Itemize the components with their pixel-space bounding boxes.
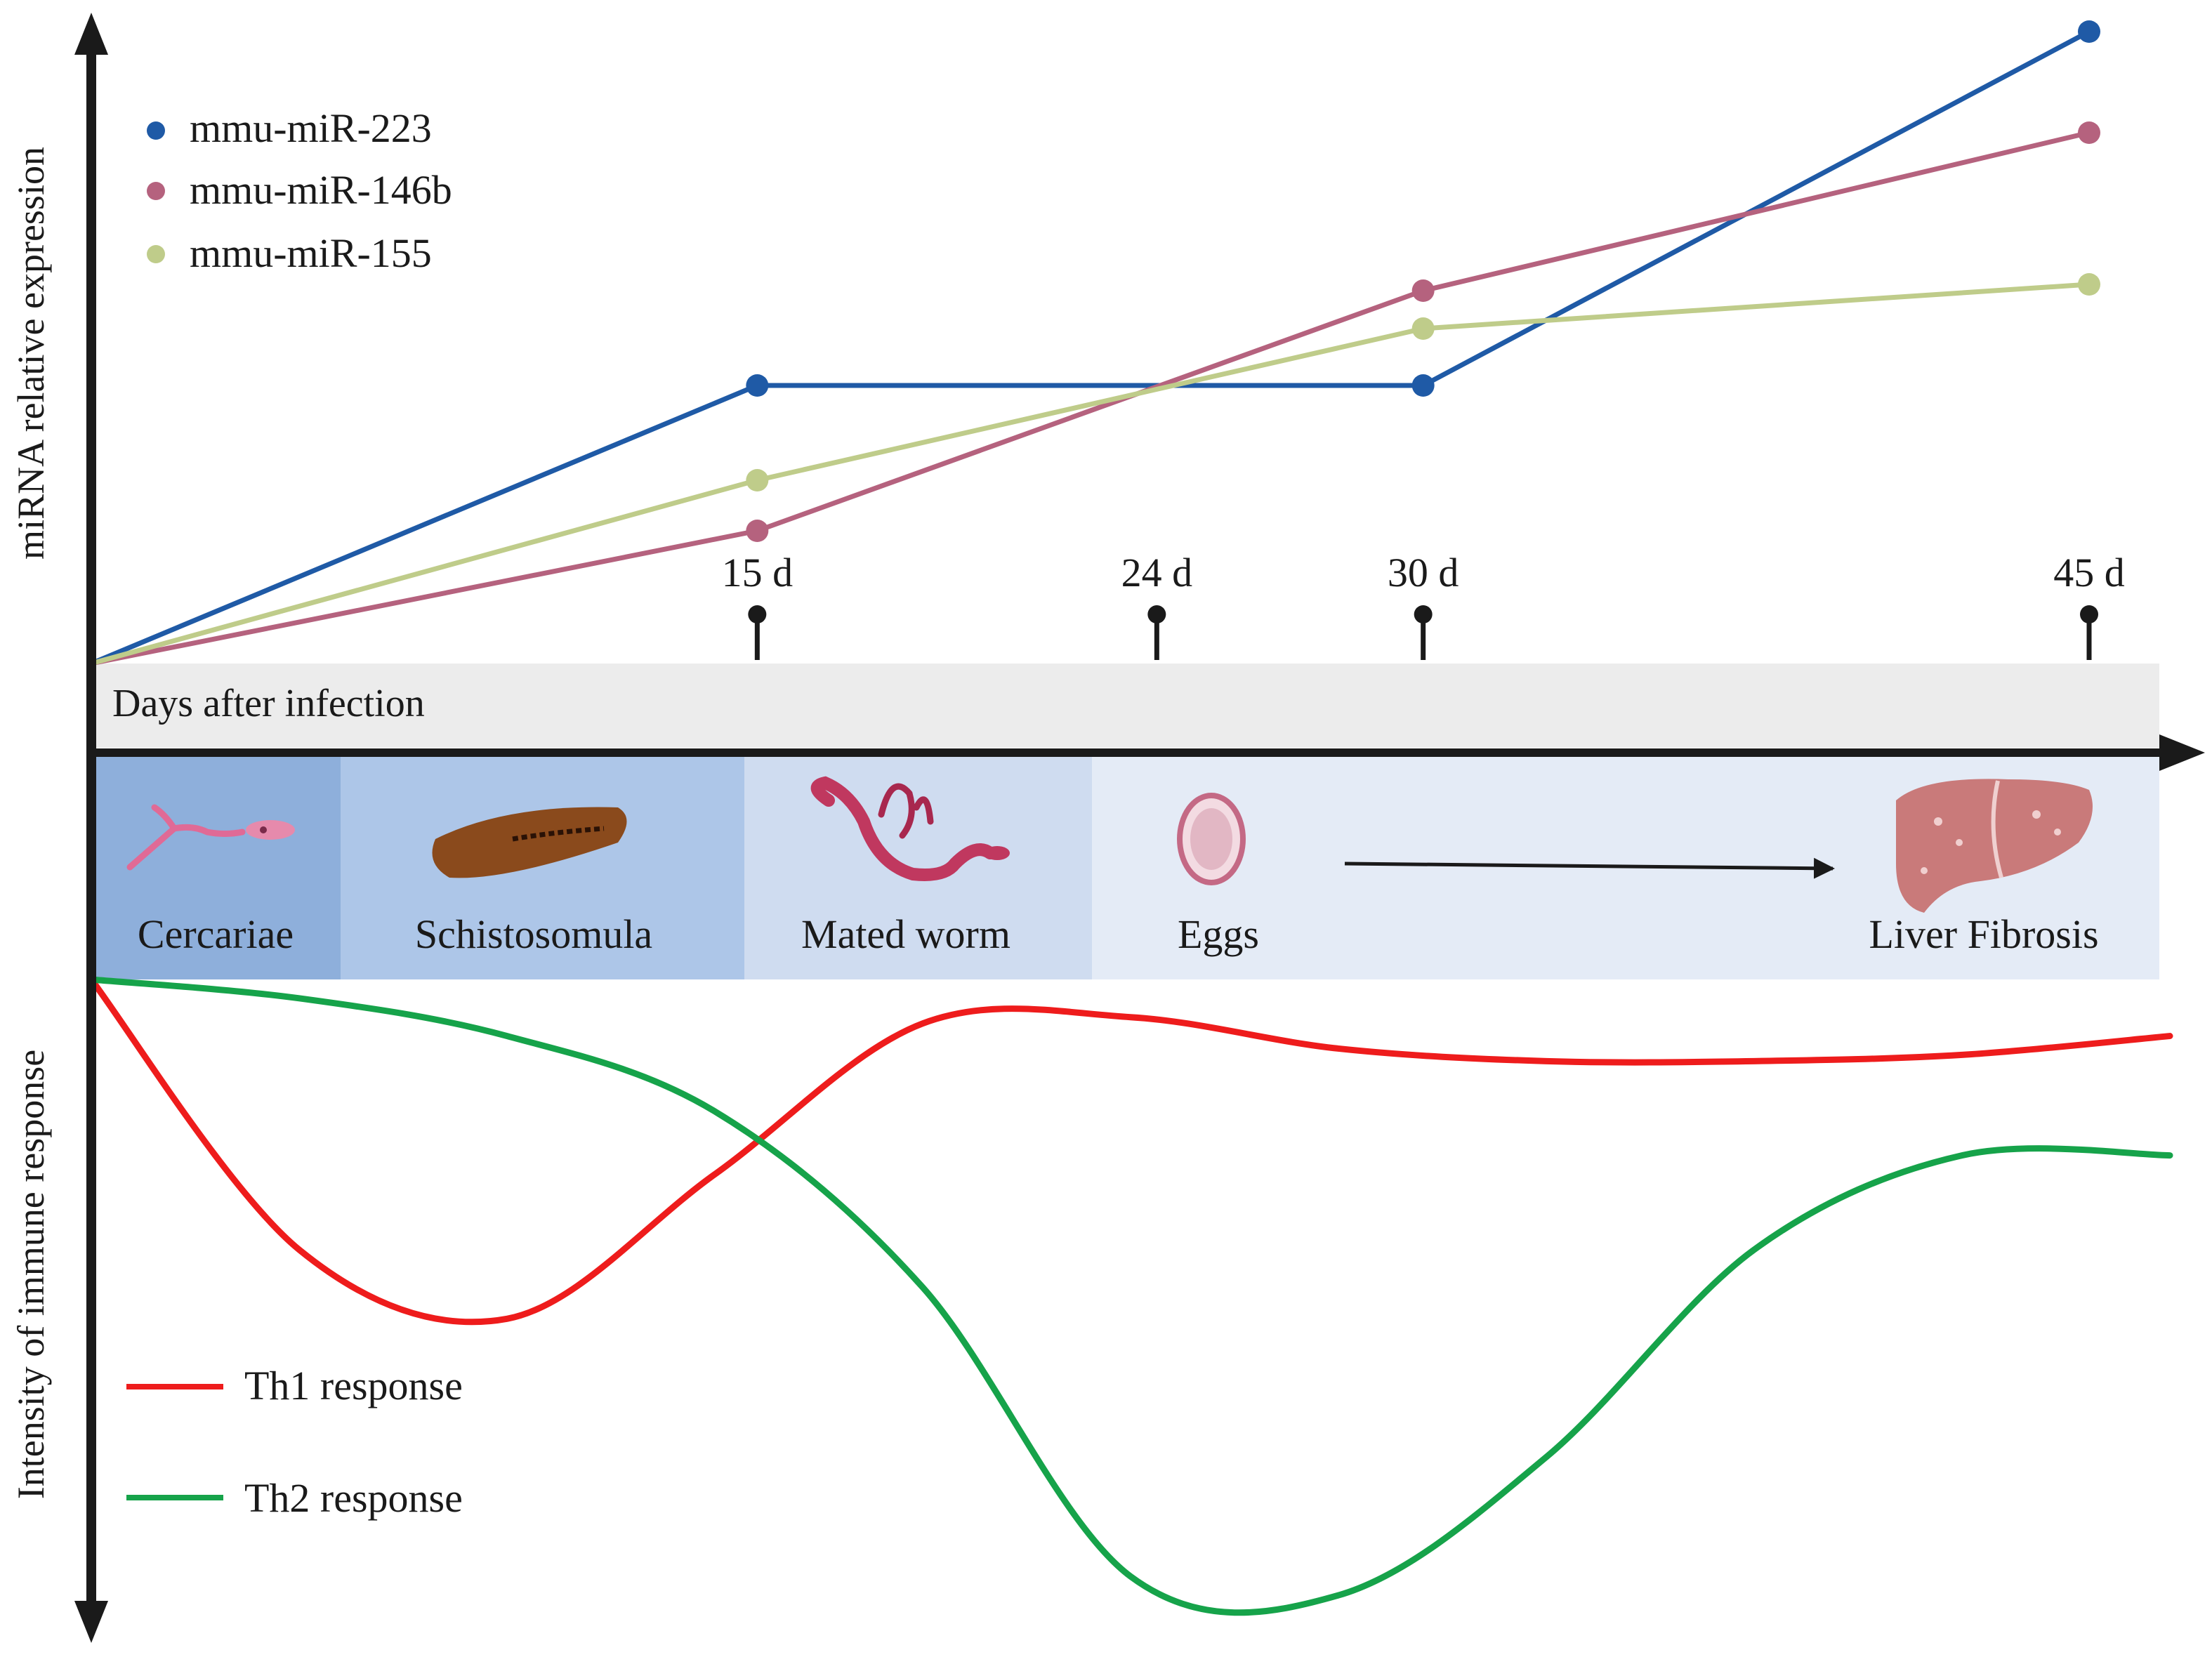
mirna-series-lines [90,29,2091,666]
data-point-mmu-mir-146b-day-30 [1411,279,1435,302]
data-point-mmu-mir-223-day-45 [2078,20,2100,43]
immune-response-curves [88,976,2173,1616]
stage-label-liver-fibrosis: Liver Fibrosis [1869,911,2098,957]
bottom-y-axis-label: Intensity of immune response [10,1050,52,1499]
legend-marker-mir146b [147,182,165,200]
milestone-label-day-45: 45 d [2053,550,2125,595]
y-axis-arrow-bottom [74,1601,108,1643]
milestone-pin-day-15 [748,605,767,623]
mated-worm-icon [810,776,1010,881]
timeline-band [91,664,2159,748]
schistosomula-icon [432,807,627,878]
legend-marker-mir223 [147,121,165,140]
legend-label-mir146b: mmu-miR-146b [190,167,452,213]
milestone-pin-day-30 [1414,605,1433,623]
legend-marker-mir155 [147,245,165,263]
top-y-axis-label: miRNA relative expression [10,147,52,560]
series-line-mmu-mir-223 [90,29,2091,666]
data-point-mmu-mir-155-day-45 [2078,273,2100,296]
stage-block-mated-worm [744,755,1092,979]
data-point-mmu-mir-155-day-30 [1411,317,1435,340]
legend-label-mir223: mmu-miR-223 [190,105,432,151]
milestone-pin-day-24 [1147,605,1166,623]
milestone-label-day-30: 30 d [1388,550,1459,595]
stage-block-schistosomula [341,755,744,979]
stage-label-cercariae: Cercariae [138,911,294,957]
cercariae-icon [126,804,295,871]
data-point-mmu-mir-223-day-30 [1411,374,1435,397]
stage-label-mated-worm: Mated worm [801,911,1010,957]
data-point-mmu-mir-223-day-15 [746,374,769,397]
x-axis-label: Days after infection [112,682,425,725]
stage-label-schistosomula: Schistosomula [415,911,652,957]
curve-th1-response [88,976,2173,1326]
series-line-mmu-mir-146b [91,130,2090,666]
x-axis-arrow [2159,734,2205,771]
series-line-mmu-mir-155 [91,282,2090,666]
milestone-markers: 15 d 24 d 30 d 45 d [722,550,2125,660]
data-point-mmu-mir-155-day-15 [746,469,769,491]
data-point-mmu-mir-146b-day-45 [2078,121,2100,144]
immune-legend: Th1 response Th2 response [126,1363,463,1521]
egg-icon [1177,793,1246,885]
liver-icon [1896,779,2093,913]
y-axis-arrow-top [74,13,108,55]
legend-label-th1: Th1 response [244,1363,463,1408]
milestone-label-day-15: 15 d [722,550,794,595]
milestone-label-day-24: 24 d [1121,550,1193,595]
data-point-mmu-mir-146b-day-15 [746,520,769,542]
legend-label-th2: Th2 response [244,1475,463,1521]
mirna-legend: mmu-miR-223 mmu-miR-146b mmu-miR-155 [147,105,452,276]
progression-arrow [1344,857,1835,879]
curve-th2-response [88,976,2173,1616]
mirna-series-points [746,20,2100,542]
stage-label-eggs: Eggs [1178,911,1259,957]
legend-label-mir155: mmu-miR-155 [190,230,432,276]
stage-band [91,755,2159,979]
milestone-pin-day-45 [2080,605,2098,623]
